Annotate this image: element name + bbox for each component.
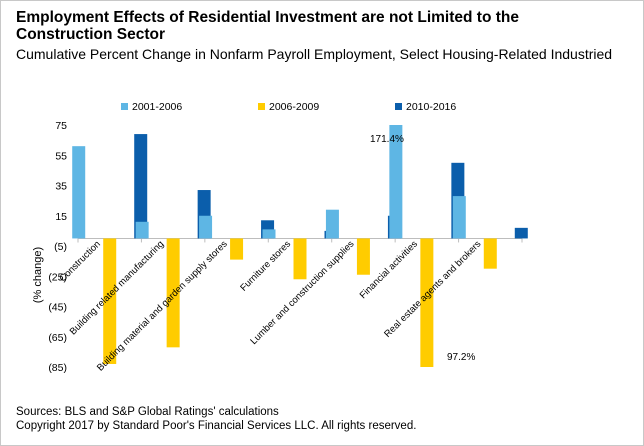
bar-2001-2006 bbox=[389, 125, 403, 239]
bar-2006-2009 bbox=[166, 238, 180, 348]
bar-2001-2006 bbox=[199, 215, 213, 239]
legend-label: 2006-2009 bbox=[269, 101, 319, 113]
annotation-financial-2001: 171.4% bbox=[370, 134, 404, 145]
bar-2001-2006 bbox=[325, 209, 339, 239]
bar-2006-2009 bbox=[293, 238, 307, 280]
legend-swatch bbox=[258, 103, 265, 110]
legend-label: 2010-2016 bbox=[406, 101, 456, 113]
x-tick-label: Furniture stores bbox=[238, 239, 293, 294]
y-tick-label: (65) bbox=[48, 332, 67, 344]
bar-2006-2009 bbox=[103, 238, 117, 364]
bar-2001-2006 bbox=[135, 221, 149, 239]
legend-swatch bbox=[395, 103, 402, 110]
y-tick-label: (25) bbox=[48, 271, 67, 283]
sources-note: Sources: BLS and S&P Global Ratings' cal… bbox=[16, 406, 279, 418]
legend: 2001-2006 2006-2009 2010-2016 bbox=[121, 101, 456, 113]
chart-subtitle: Cumulative Percent Change in Nonfarm Pay… bbox=[16, 46, 613, 62]
bar-2010-2016 bbox=[134, 134, 148, 239]
bar-2010-2016 bbox=[514, 227, 528, 239]
bar-2006-2009 bbox=[483, 238, 497, 269]
bar-2001-2006 bbox=[452, 196, 466, 239]
y-tick-label: (5) bbox=[54, 241, 67, 253]
chart-title: Employment Effects of Residential Invest… bbox=[16, 9, 519, 43]
y-tick-label: (45) bbox=[48, 302, 67, 314]
y-tick-label: 35 bbox=[55, 181, 67, 193]
y-tick-label: 15 bbox=[55, 211, 67, 223]
footer: Sources: BLS and S&P Global Ratings' cal… bbox=[16, 405, 416, 433]
y-tick-label: (85) bbox=[48, 362, 67, 374]
y-tick-label: 75 bbox=[55, 120, 67, 132]
legend-label: 2001-2006 bbox=[132, 101, 182, 113]
bar-2006-2009 bbox=[356, 238, 370, 275]
bars bbox=[72, 125, 528, 367]
y-axis-label: (% change) bbox=[32, 247, 44, 303]
bar-2001-2006 bbox=[72, 146, 86, 239]
y-tick-label: 55 bbox=[55, 150, 67, 162]
legend-swatch bbox=[121, 103, 128, 110]
annotation-financial-2006: 97.2% bbox=[447, 352, 475, 363]
bar-2006-2009 bbox=[230, 238, 244, 260]
copyright-note: Copyright 2017 by Standard Poor's Financ… bbox=[16, 420, 417, 432]
bar-2006-2009 bbox=[420, 238, 434, 367]
bar-2001-2006 bbox=[262, 229, 276, 239]
